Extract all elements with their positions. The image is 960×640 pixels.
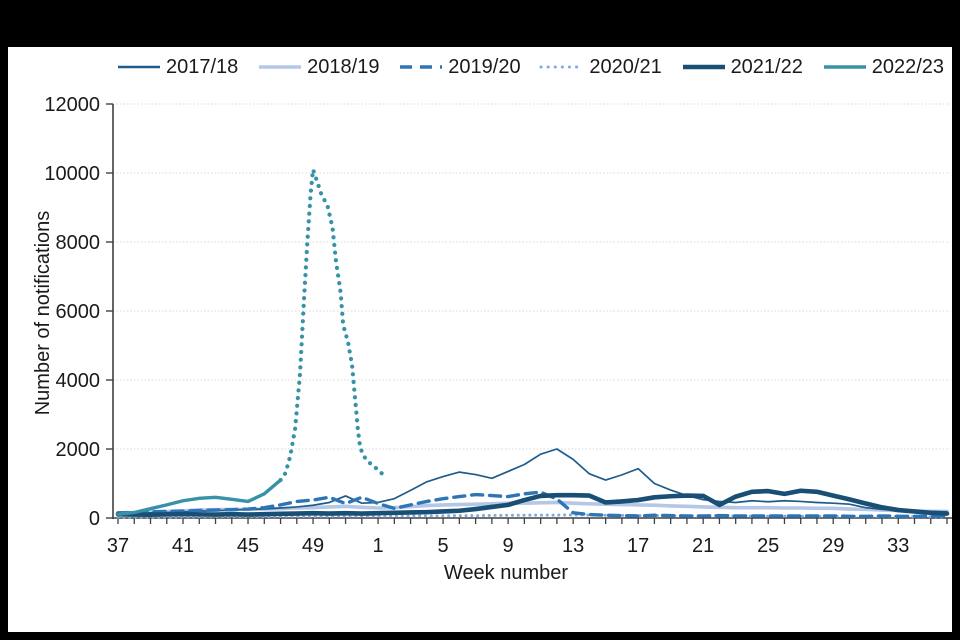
legend-line-swatch-icon (400, 65, 443, 69)
legend-line-swatch-icon (259, 65, 302, 69)
legend-item-2020-21: 2020/21 (539, 55, 662, 79)
legend-label: 2022/23 (871, 55, 944, 78)
x-tick-label: 49 (302, 535, 324, 557)
y-tick-label: 12000 (44, 94, 100, 116)
x-tick-label: 33 (887, 535, 909, 557)
frame-right-bar (952, 0, 960, 640)
y-tick-label: 2000 (56, 439, 101, 461)
series-line-2018-19 (116, 500, 949, 515)
x-tick-label: 1 (373, 535, 384, 557)
y-tick-label: 0 (89, 508, 100, 530)
legend-line-swatch-icon (823, 65, 866, 69)
frame-left-bar (0, 0, 8, 640)
y-axis-title: Number of notifications (32, 210, 54, 416)
legend-label: 2019/20 (448, 55, 521, 78)
series-line-2019-20 (116, 490, 949, 518)
legend-item-2018-19: 2018/19 (257, 56, 379, 79)
x-tick-label: 29 (822, 535, 844, 557)
x-tick-label: 37 (107, 535, 129, 557)
legend-line-swatch-icon (539, 65, 585, 69)
series-line-2022-23-dotted (278, 167, 390, 483)
legend-item-2017-18: 2017/18 (116, 56, 238, 79)
x-tick-label: 41 (172, 535, 194, 557)
legend-label: 2017/18 (166, 55, 239, 78)
x-tick-label: 25 (757, 535, 779, 557)
x-tick-label: 9 (503, 535, 514, 557)
legend-line-swatch-icon (118, 65, 160, 69)
legend-line-swatch-icon (682, 64, 725, 70)
series-line-2022-23 (116, 478, 283, 516)
frame-bottom-bar (0, 632, 960, 640)
y-tick-label: 6000 (56, 301, 101, 323)
x-axis-title: Week number (443, 562, 569, 584)
y-tick-label: 10000 (44, 163, 100, 185)
frame-top-bar (0, 0, 960, 47)
chart-legend: 2017/18 2018/19 2019/20 2020/21 2021/22 2022/… (116, 54, 944, 80)
x-tick-label: 21 (692, 535, 714, 557)
legend-label: 2020/21 (589, 55, 662, 78)
legend-label: 2021/22 (730, 55, 803, 78)
x-tick-label: 13 (562, 535, 584, 557)
series-line-2021-22 (115, 488, 950, 518)
y-tick-label: 4000 (56, 370, 101, 392)
legend-label: 2018/19 (307, 55, 380, 78)
x-tick-label: 45 (237, 535, 259, 557)
x-tick-label: 5 (438, 535, 449, 557)
legend-item-2021-22: 2021/22 (681, 56, 803, 79)
legend-item-2022-23: 2022/23 (822, 56, 944, 79)
y-tick-label: 8000 (56, 232, 101, 254)
x-tick-label: 17 (627, 535, 649, 557)
legend-item-2019-20: 2019/20 (398, 55, 521, 79)
